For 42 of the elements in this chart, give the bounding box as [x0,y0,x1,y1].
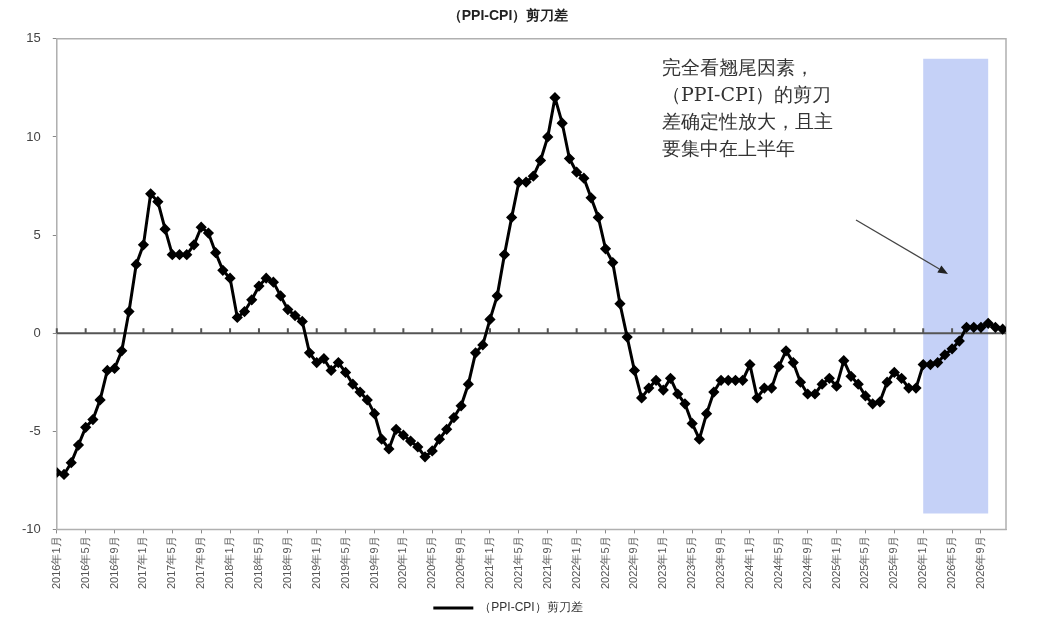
legend-label: （PPI-CPI）剪刀差 [479,600,583,615]
y-tick-label: 0 [33,324,41,340]
x-tick-label: 2024年5月 [771,536,784,590]
x-tick-label: 2016年5月 [78,536,91,590]
x-tick-label: 2023年1月 [656,536,669,590]
x-tick-label: 2020年5月 [425,536,438,590]
x-tick-label: 2022年1月 [569,536,582,590]
x-tick-label: 2022年5月 [598,536,611,590]
x-tick-label: 2016年9月 [107,536,120,590]
x-tick-label: 2019年1月 [309,536,322,590]
y-tick-label: 5 [33,226,41,242]
x-tick-label: 2026年1月 [916,536,929,590]
x-tick-label: 2025年5月 [858,536,871,590]
annotation: 完全看翘尾因素，（PPI-CPI）的剪刀差确定性放大，且主要集中在上半年 [662,54,834,161]
x-tick-label: 2017年5月 [165,536,178,590]
x-tick-label: 2017年9月 [194,536,207,590]
x-tick-label: 2021年9月 [540,536,553,590]
x-tick-label: 2023年9月 [714,536,727,590]
x-tick-label: 2023年5月 [685,536,698,590]
x-tick-label: 2021年5月 [511,536,524,590]
y-tick-label: -5 [29,422,41,438]
x-tick-label: 2019年5月 [338,536,351,590]
x-tick-label: 2026年9月 [974,536,986,590]
y-tick-label: 15 [26,30,41,46]
x-tick-label: 2020年1月 [396,536,409,590]
y-tick-label: -10 [21,520,41,536]
x-tick-label: 2024年1月 [742,536,755,590]
x-tick-label: 2025年9月 [887,536,900,590]
x-tick-label: 2018年9月 [280,536,293,590]
x-tick-label: 2021年1月 [483,536,496,590]
x-tick-label: 2018年1月 [223,536,236,590]
x-tick-label: 2019年9月 [367,536,380,590]
y-tick-label: 10 [26,128,41,144]
x-tick-label: 2020年9月 [454,536,467,590]
x-tick-label: 2025年1月 [829,536,842,590]
x-tick-label: 2024年9月 [800,536,813,590]
x-tick-label: 2016年1月 [49,536,62,590]
x-tick-label: 2026年5月 [945,536,958,590]
chart-title: （PPI-CPI）剪刀差 [447,7,569,24]
x-tick-label: 2022年9月 [627,536,640,590]
x-tick-label: 2018年5月 [251,536,264,590]
x-tick-label: 2017年1月 [136,536,149,590]
